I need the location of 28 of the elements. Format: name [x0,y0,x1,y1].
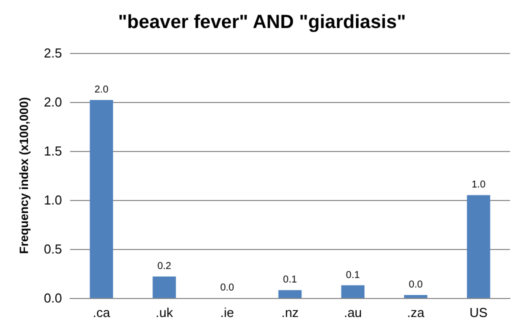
x-tick-label: US [470,305,488,320]
y-tick-label: 0.5 [44,242,62,256]
bar [90,100,114,298]
x-tick-label: .uk [156,305,174,320]
y-tick-label: 1.0 [44,192,62,208]
y-tick-label: 2.0 [44,94,62,110]
x-tick-label: .au [344,305,362,320]
data-label: 0.1 [283,274,298,286]
bar [466,195,490,298]
data-label: 0.2 [157,260,172,272]
x-tick-label: .ca [92,305,111,320]
data-label: 0.0 [220,282,235,294]
bar [404,295,428,298]
bar [278,290,302,298]
bar [152,276,176,298]
y-tick-label: 0.0 [44,290,62,306]
data-label: 1.0 [472,180,486,191]
data-label: 0.1 [346,270,360,281]
y-axis-title: Frequency index (x100,000) [17,97,31,254]
x-tick-label: .nz [281,305,299,320]
bar [341,285,364,298]
data-label: 2.0 [94,84,109,96]
y-tick-label: 1.5 [44,144,62,158]
chart-title: "beaver fever" AND "giardiasis" [118,12,406,33]
x-tick-label: .za [407,305,426,320]
x-tick-label: .ie [220,305,234,320]
y-tick-label: 2.5 [44,46,62,60]
data-label: 0.0 [408,280,424,291]
